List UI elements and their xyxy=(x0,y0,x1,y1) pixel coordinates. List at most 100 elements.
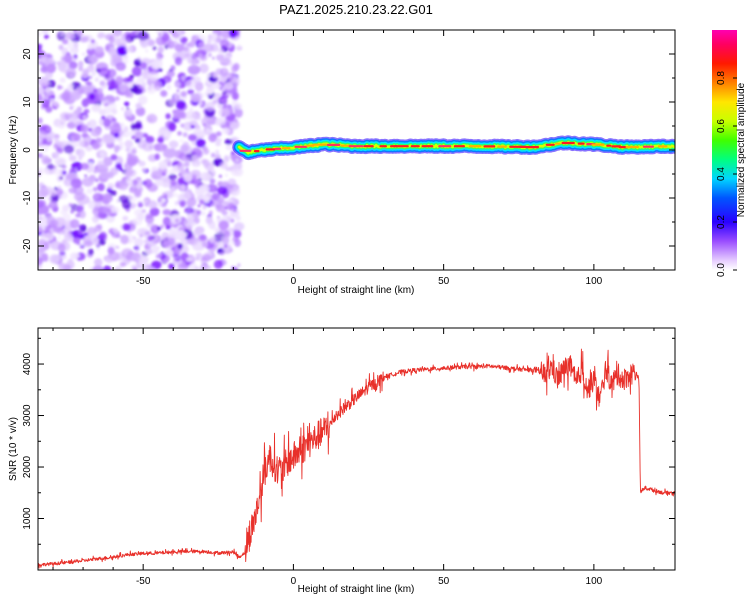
noise-blob xyxy=(89,75,93,80)
noise-blob xyxy=(95,137,102,143)
noise-blob xyxy=(112,228,119,233)
noise-blob xyxy=(101,133,116,144)
noise-blob xyxy=(38,142,43,147)
noise-blob xyxy=(115,38,122,44)
noise-blob xyxy=(233,229,242,239)
noise-blob xyxy=(38,199,45,208)
noise-blob xyxy=(44,87,51,93)
noise-blob xyxy=(55,188,64,196)
noise-blob xyxy=(191,64,196,68)
noise-blob xyxy=(95,247,101,251)
noise-blob xyxy=(226,215,233,223)
noise-blob xyxy=(161,231,170,242)
noise-blob xyxy=(59,77,66,83)
noise-blob xyxy=(38,32,42,37)
noise-blob xyxy=(53,168,62,176)
noise-blob xyxy=(110,206,120,214)
noise-blob xyxy=(38,43,42,52)
noise-blob xyxy=(114,57,123,64)
noise-blob xyxy=(168,228,177,235)
noise-blob xyxy=(168,30,175,34)
noise-blob xyxy=(115,183,121,188)
noise-blob xyxy=(125,147,131,153)
noise-blob xyxy=(57,84,62,90)
noise-blob xyxy=(159,68,163,72)
noise-blob xyxy=(82,68,90,75)
noise-blob xyxy=(38,256,43,266)
noise-blob xyxy=(71,161,83,172)
noise-blob xyxy=(102,107,112,115)
noise-blob xyxy=(132,217,143,226)
noise-blob xyxy=(158,160,168,170)
noise-blob xyxy=(125,45,134,53)
figure-title: PAZ1.2025.210.23.22.G01 xyxy=(279,2,433,17)
noise-blob xyxy=(161,179,173,188)
noise-blob xyxy=(208,210,213,216)
noise-blob xyxy=(219,251,225,256)
noise-blob xyxy=(145,214,155,224)
noise-blob xyxy=(115,245,120,249)
y-tick-label: 0 xyxy=(22,147,33,153)
noise-blob xyxy=(176,30,183,34)
noise-blob xyxy=(55,104,60,108)
noise-blob xyxy=(45,81,51,87)
noise-blob xyxy=(75,213,81,218)
noise-blob xyxy=(122,199,132,210)
colorbar-gradient xyxy=(712,30,737,270)
noise-blob xyxy=(218,174,222,178)
noise-blob xyxy=(131,66,142,77)
noise-blob xyxy=(64,53,73,64)
noise-blob xyxy=(217,48,225,54)
noise-blob xyxy=(40,54,48,63)
noise-blob xyxy=(68,61,78,70)
noise-blob xyxy=(67,40,79,50)
noise-blob xyxy=(150,170,163,180)
noise-blob xyxy=(81,98,90,108)
noise-blob xyxy=(125,108,133,117)
noise-blob xyxy=(70,178,83,189)
noise-blob xyxy=(222,90,227,95)
noise-blob xyxy=(192,241,206,251)
noise-blob xyxy=(229,187,241,196)
noise-blob xyxy=(41,155,50,165)
noise-blob xyxy=(174,256,178,260)
noise-blob xyxy=(82,114,88,120)
noise-blob xyxy=(144,239,148,244)
noise-blob xyxy=(195,138,206,148)
noise-blob xyxy=(207,34,213,40)
colorbar-tick-label: 0.6 xyxy=(716,119,727,133)
noise-blob xyxy=(81,241,85,245)
noise-blob xyxy=(145,248,153,255)
noise-blob xyxy=(114,75,124,86)
noise-blob xyxy=(222,260,227,265)
noise-blob xyxy=(204,91,209,97)
noise-blob xyxy=(179,184,186,191)
noise-blob xyxy=(145,135,155,144)
noise-blob xyxy=(103,118,111,128)
y-tick-label: -20 xyxy=(22,238,33,253)
noise-blob xyxy=(63,233,74,242)
noise-blob xyxy=(125,116,131,120)
noise-blob xyxy=(137,202,144,208)
noise-blob xyxy=(162,209,172,216)
noise-blob xyxy=(199,263,208,270)
noise-blob xyxy=(215,204,219,208)
noise-blob xyxy=(170,179,177,186)
noise-blob xyxy=(192,154,200,163)
noise-blob xyxy=(119,141,124,146)
noise-blob xyxy=(132,267,138,270)
noise-blob xyxy=(129,130,136,136)
noise-blob xyxy=(45,127,51,132)
spectrogram-signal-band xyxy=(232,135,675,161)
noise-blob xyxy=(85,80,91,86)
noise-blob xyxy=(126,157,138,167)
noise-blob xyxy=(233,103,243,110)
noise-blob xyxy=(131,135,136,140)
noise-blob xyxy=(174,43,185,53)
noise-blob xyxy=(80,124,89,133)
noise-blob xyxy=(97,183,105,192)
noise-blob xyxy=(166,70,175,78)
noise-blob xyxy=(62,39,69,45)
noise-blob xyxy=(91,104,102,113)
